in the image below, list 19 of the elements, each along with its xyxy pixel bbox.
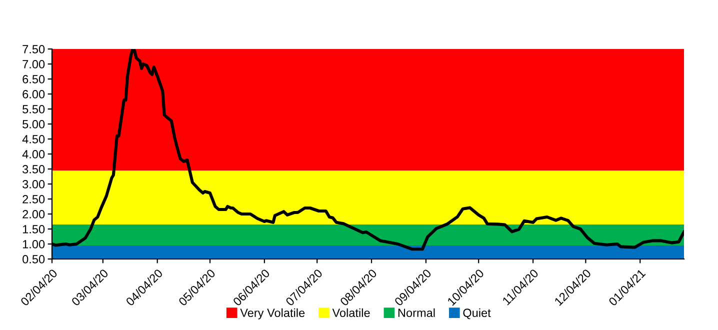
y-tick-label: 6.50: [22, 75, 45, 84]
y-tick-label: 4.00: [22, 150, 45, 158]
y-tick-label: 5.00: [22, 120, 45, 128]
legend-label: Volatile: [332, 308, 370, 318]
legend-label: Quiet: [463, 308, 491, 320]
legend-label: Normal: [398, 308, 435, 318]
y-tick-label: 0.50: [22, 255, 45, 264]
y-tick-label: 2.50: [22, 195, 45, 204]
y-tick-label: 4.50: [22, 135, 45, 144]
y-tick-label: 6.00: [22, 90, 45, 98]
y-tick-label: 1.50: [22, 225, 45, 234]
y-tick-label: 3.50: [22, 165, 45, 174]
legend-label: Very Volatile: [240, 308, 305, 320]
y-tick-label: 3.00: [22, 180, 45, 188]
y-tick-label: 2.00: [22, 210, 45, 218]
y-tick-label: 7.50: [22, 45, 45, 54]
y-tick-label: 7.00: [22, 60, 45, 68]
y-tick-label: 1.00: [22, 240, 45, 248]
y-tick-label: 5.50: [22, 105, 45, 114]
